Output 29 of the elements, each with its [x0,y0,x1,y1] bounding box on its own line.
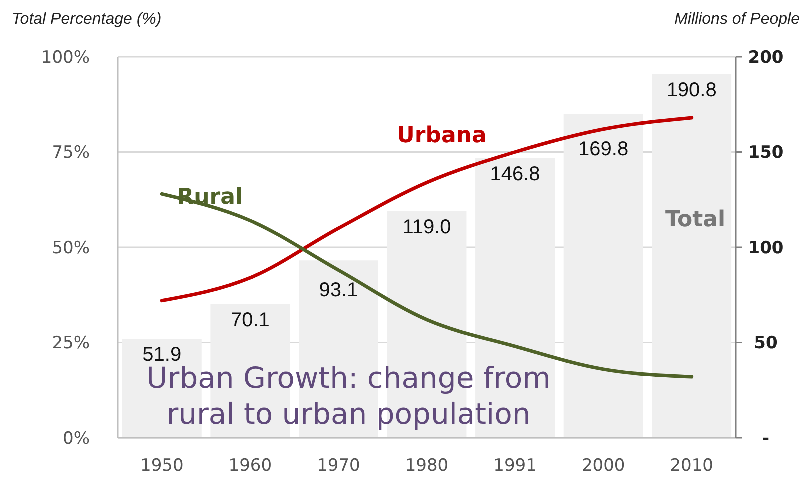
y2-tick-label: 50 [754,334,778,354]
x-tick-label: 1991 [494,456,537,476]
x-tick-label: 1960 [228,456,272,476]
y-tick-label: 75% [52,143,90,164]
data-label: 70.1 [230,309,270,332]
bar [564,114,644,438]
x-tick-label: 1980 [405,456,449,476]
x-tick-label: 1950 [140,456,184,476]
y-tick-label: 50% [52,238,90,258]
y-tick-label: 0% [63,428,90,449]
y2-tick-label: - [762,428,770,449]
data-label: 190.8 [666,80,717,102]
y-tick-label: 100% [41,48,90,68]
y-axis-title: Total Percentage (%) [12,11,162,28]
data-label: 169.8 [578,138,629,160]
y2-tick-label: 200 [748,48,784,68]
data-label: 93.1 [319,279,358,302]
y-tick-label: 25% [52,334,90,354]
y2-tick-label: 150 [748,143,784,164]
x-tick-label: 2010 [670,456,714,476]
y2-axis-title: Millions of People [674,11,800,28]
x-tick-label: 2000 [582,456,626,476]
bar [652,74,732,438]
series-label: Urbana [397,124,487,149]
data-label: 119.0 [402,216,452,238]
y2-tick-label: 100 [748,238,784,258]
series-label: Total [665,207,726,232]
data-label: 146.8 [490,163,540,186]
x-tick-label: 1970 [317,456,360,476]
